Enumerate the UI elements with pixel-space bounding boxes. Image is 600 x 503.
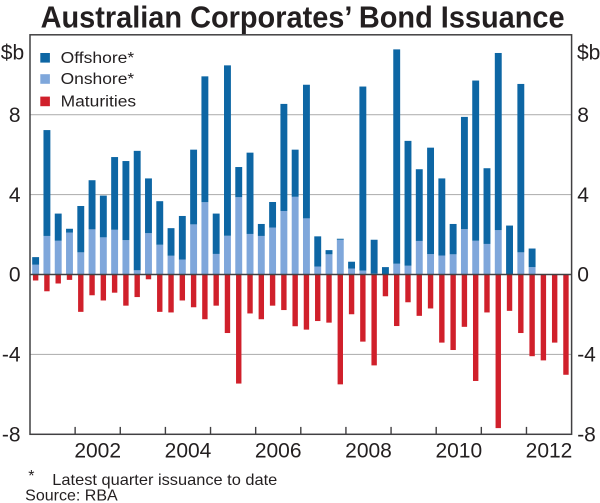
svg-text:Onshore*: Onshore* bbox=[61, 71, 135, 88]
svg-text:2004: 2004 bbox=[165, 440, 212, 463]
svg-text:$b: $b bbox=[1, 41, 24, 64]
svg-text:0: 0 bbox=[9, 264, 21, 287]
svg-text:Australian Corporates’ Bond Is: Australian Corporates’ Bond Issuance bbox=[41, 0, 565, 34]
svg-text:2006: 2006 bbox=[255, 440, 302, 463]
svg-text:4: 4 bbox=[9, 184, 21, 207]
svg-text:-8: -8 bbox=[2, 424, 21, 447]
svg-text:$b: $b bbox=[577, 41, 600, 64]
svg-text:8: 8 bbox=[577, 104, 589, 127]
svg-text:0: 0 bbox=[577, 264, 589, 287]
svg-text:Maturities: Maturities bbox=[61, 94, 137, 111]
svg-text:8: 8 bbox=[9, 104, 21, 127]
svg-text:Source: RBA: Source: RBA bbox=[25, 488, 118, 503]
svg-text:Offshore*: Offshore* bbox=[61, 50, 135, 67]
svg-text:2010: 2010 bbox=[435, 440, 482, 463]
svg-text:-4: -4 bbox=[2, 344, 21, 367]
svg-text:4: 4 bbox=[577, 184, 589, 207]
svg-text:2008: 2008 bbox=[345, 440, 392, 463]
svg-text:2012: 2012 bbox=[526, 440, 573, 463]
svg-text:-8: -8 bbox=[577, 424, 596, 447]
svg-text:Latest quarter issuance to dat: Latest quarter issuance to date bbox=[52, 472, 277, 489]
svg-text:-4: -4 bbox=[577, 344, 596, 367]
svg-text:*: * bbox=[28, 468, 34, 485]
svg-text:2002: 2002 bbox=[74, 440, 121, 463]
